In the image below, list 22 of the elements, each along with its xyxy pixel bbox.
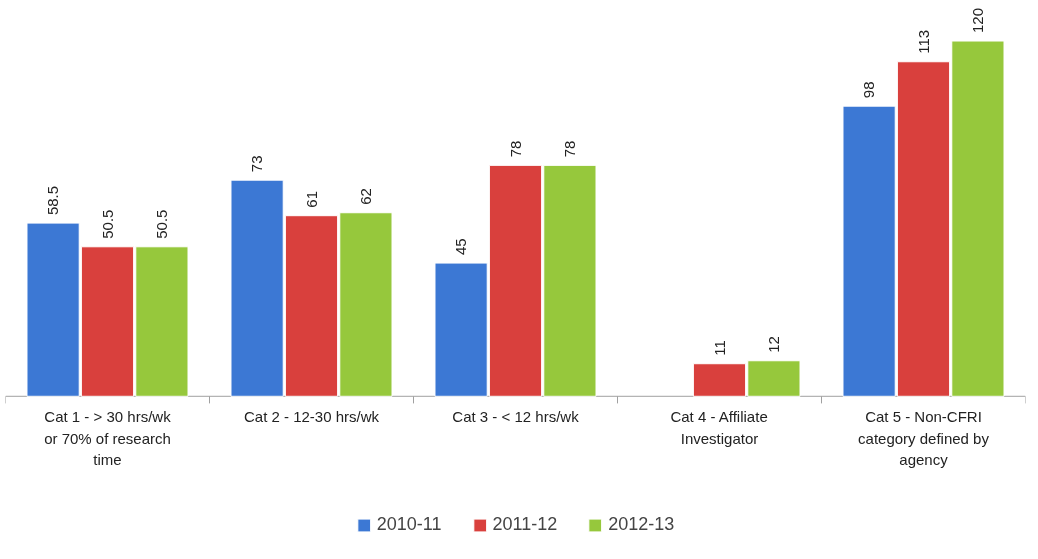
data-label: 50.5: [152, 209, 170, 239]
x-tick-label: Cat 2 - 12-30 hrs/wk: [243, 408, 380, 426]
data-label: 61: [302, 191, 320, 208]
x-tick-label: Cat 5 - Non-CFRI category defined by agency: [858, 408, 990, 468]
legend-label: 2012-13: [608, 514, 675, 535]
data-label: 12: [764, 336, 782, 353]
data-label: 11: [710, 340, 728, 356]
data-label: 45: [452, 238, 470, 256]
data-label: 73: [248, 155, 266, 173]
x-tick-label: Cat 1 - > 30 hrs/wk or 70% of research time: [44, 408, 172, 468]
x-tick-label: Cat 3 - < 12 hrs/wk: [452, 408, 580, 426]
data-label: 113: [914, 29, 932, 54]
legend-label: 2010-11: [376, 514, 442, 535]
data-label: 50.5: [98, 209, 116, 239]
data-label: 98: [860, 81, 878, 99]
legend-label: 2011-12: [492, 514, 558, 535]
data-label: 58.5: [44, 185, 62, 216]
data-label: 120: [968, 8, 986, 34]
x-tick-label: Cat 4 - Affiliate Investigator: [670, 408, 768, 447]
data-label: 62: [356, 188, 374, 205]
data-label: 78: [560, 140, 578, 158]
data-label: 78: [506, 140, 524, 158]
